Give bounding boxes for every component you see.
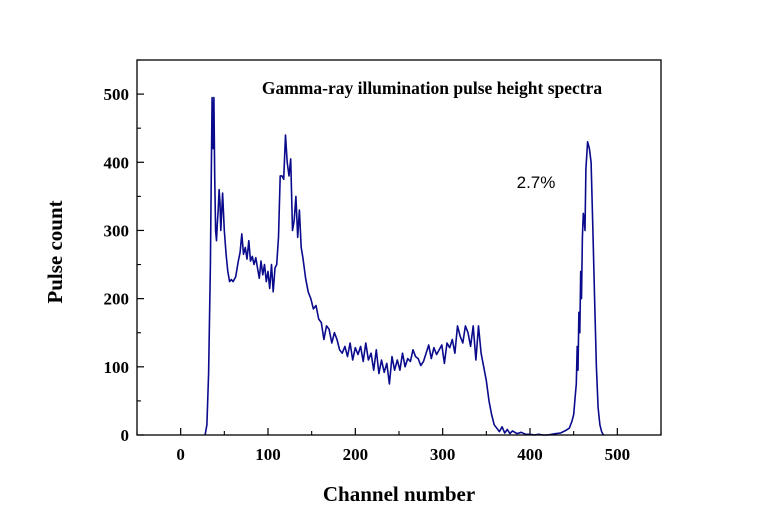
plot-frame — [136, 59, 662, 436]
x-tick-label: 500 — [605, 445, 631, 464]
y-tick-label: 500 — [104, 85, 130, 104]
y-tick-label: 300 — [104, 221, 130, 240]
tick-labels: 0 100 200 300 400 500 0 100 200 300 400 500 — [104, 85, 631, 464]
series-line-0 — [204, 96, 605, 436]
x-tick-label: 0 — [176, 445, 185, 464]
x-axis-label: Channel number — [323, 482, 475, 506]
series-layer — [204, 96, 605, 436]
y-tick-label: 200 — [104, 290, 130, 309]
x-tick-label: 100 — [255, 445, 281, 464]
x-tick-label: 300 — [430, 445, 456, 464]
x-tick-label: 400 — [517, 445, 543, 464]
y-tick-label: 400 — [104, 153, 130, 172]
y-axis-label: Pulse count — [43, 200, 67, 303]
chart-title: Gamma-ray illumination pulse height spec… — [262, 78, 603, 98]
y-tick-label: 0 — [121, 426, 130, 445]
y-tick-label: 100 — [104, 358, 130, 377]
resolution-annotation: 2.7% — [517, 173, 556, 192]
x-tick-label: 200 — [343, 445, 369, 464]
